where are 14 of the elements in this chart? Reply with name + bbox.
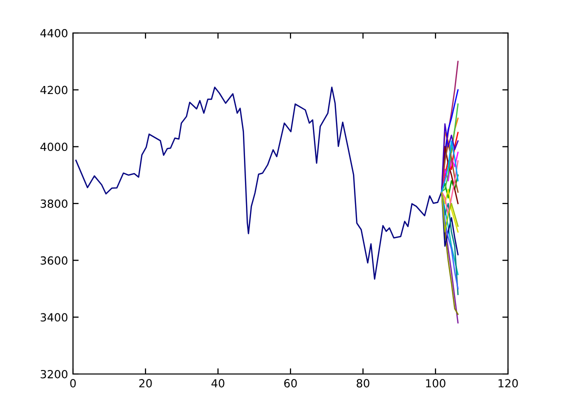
y-tick-label: 4400: [40, 28, 68, 38]
y-tick-label: 3400: [40, 313, 68, 322]
x-tick-label: 80: [356, 379, 370, 388]
y-tick-label: 3800: [40, 199, 68, 208]
x-tick-label: 0: [70, 379, 76, 388]
y-tick-label: 3600: [40, 256, 68, 265]
x-tick-label: 120: [498, 379, 518, 388]
x-tick-label: 40: [211, 379, 224, 388]
y-tick-label: 4200: [40, 86, 68, 94]
x-tick-label: 20: [139, 379, 152, 388]
x-tick-label: 100: [426, 379, 446, 388]
x-tick-label: 60: [284, 379, 297, 388]
y-tick-label: 4000: [40, 142, 68, 152]
y-tick-label: 3200: [40, 370, 68, 378]
